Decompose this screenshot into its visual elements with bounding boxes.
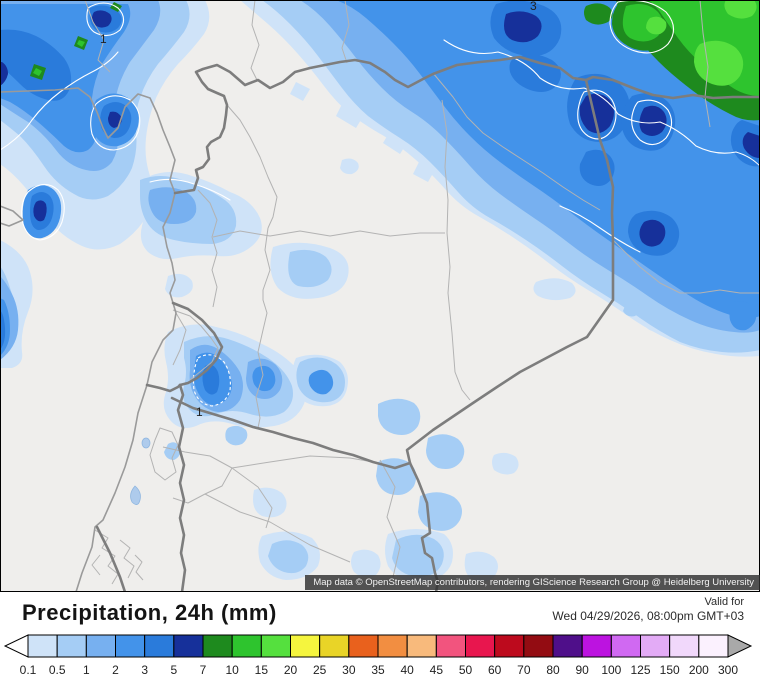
scale-arrow-left bbox=[3, 634, 29, 658]
color-scale: 0.1 0.5 1 2 3 5 7 10 15 20 25 30 35 40 45 50 60 70 80 90 100… bbox=[3, 634, 753, 677]
scale-tick-label: 0.5 bbox=[49, 663, 66, 677]
scale-tick-label: 100 bbox=[601, 663, 621, 677]
legend-panel: Precipitation, 24h (mm) Valid for Wed 04… bbox=[0, 592, 760, 688]
scale-tick-label: 50 bbox=[459, 663, 473, 677]
scale-cell bbox=[56, 634, 87, 658]
scale-cell bbox=[377, 634, 408, 658]
scale-tick-label: 25 bbox=[313, 663, 327, 677]
scale-tick-label: 15 bbox=[255, 663, 269, 677]
scale-tick-label: 60 bbox=[488, 663, 502, 677]
lake-galilee bbox=[141, 437, 151, 449]
scale-cell bbox=[640, 634, 671, 658]
scale-tick-label: 125 bbox=[630, 663, 650, 677]
scale-cell bbox=[27, 634, 58, 658]
scale-tick-label: 3 bbox=[141, 663, 148, 677]
admin-boundaries bbox=[84, 0, 760, 585]
scale-cell bbox=[348, 634, 379, 658]
precip-value-label: 1 bbox=[100, 32, 107, 46]
precipitation-map: 1 3 1 Map data © OpenStreetMap contribut… bbox=[0, 0, 760, 592]
scale-cell bbox=[494, 634, 525, 658]
scale-cell bbox=[260, 634, 292, 658]
scale-tick-label: 2 bbox=[112, 663, 119, 677]
precip-value-label: 3 bbox=[530, 0, 537, 13]
scale-cell bbox=[290, 634, 321, 658]
scale-cell bbox=[435, 634, 467, 658]
border-israel-lebanon bbox=[145, 383, 182, 393]
scale-tick-label: 200 bbox=[689, 663, 709, 677]
scale-tick-label: 150 bbox=[660, 663, 680, 677]
scale-cell bbox=[144, 634, 175, 658]
coastline bbox=[0, 87, 177, 592]
scale-tick-label: 80 bbox=[546, 663, 560, 677]
scale-arrow-right bbox=[727, 634, 753, 658]
scale-tick-label: 1 bbox=[83, 663, 90, 677]
scale-cell bbox=[173, 634, 204, 658]
scale-cell bbox=[581, 634, 612, 658]
scale-tick-label: 70 bbox=[517, 663, 531, 677]
scale-cell bbox=[465, 634, 496, 658]
precip-value-label: 1 bbox=[196, 405, 203, 419]
scale-cell bbox=[610, 634, 641, 658]
valid-time-block: Valid for Wed 04/29/2026, 08:00pm GMT+03 bbox=[552, 596, 744, 624]
country-borders bbox=[95, 55, 760, 592]
valid-datetime: Wed 04/29/2026, 08:00pm GMT+03 bbox=[552, 609, 744, 623]
scale-tick-label: 35 bbox=[371, 663, 385, 677]
scale-cell bbox=[406, 634, 437, 658]
border-egypt-israel bbox=[95, 525, 127, 592]
scale-tick-label: 0.1 bbox=[20, 663, 37, 677]
scale-cell bbox=[319, 634, 350, 658]
map-attribution: Map data © OpenStreetMap contributors, r… bbox=[305, 575, 760, 590]
scale-tick-label: 5 bbox=[170, 663, 177, 677]
map-canvas: 1 3 1 bbox=[0, 0, 760, 592]
scale-cell bbox=[552, 634, 583, 658]
scale-tick-label: 30 bbox=[342, 663, 356, 677]
scale-tick-label: 45 bbox=[430, 663, 444, 677]
border-israel-jordan bbox=[176, 383, 187, 592]
scale-cell bbox=[115, 634, 146, 658]
scale-cell bbox=[669, 634, 700, 658]
border-syria-jordan bbox=[170, 396, 412, 470]
map-labels: 1 3 1 bbox=[100, 0, 537, 419]
scale-tick-label: 20 bbox=[284, 663, 298, 677]
scale-cell bbox=[523, 634, 554, 658]
scale-tick-label: 300 bbox=[718, 663, 738, 677]
border-syria-iraq-saudi bbox=[405, 78, 615, 592]
legend-title: Precipitation, 24h (mm) bbox=[22, 600, 277, 625]
scale-cell bbox=[85, 634, 117, 658]
dead-sea bbox=[130, 485, 141, 505]
scale-tick-label: 90 bbox=[575, 663, 589, 677]
scale-tick-label: 7 bbox=[200, 663, 207, 677]
scale-cell bbox=[202, 634, 233, 658]
scale-cell bbox=[698, 634, 729, 658]
scale-tick-label: 40 bbox=[400, 663, 414, 677]
border-lebanon-syria bbox=[171, 301, 224, 387]
scale-cell bbox=[231, 634, 262, 658]
lakes bbox=[130, 437, 151, 505]
valid-for-label: Valid for bbox=[704, 596, 744, 608]
cyprus-coast bbox=[0, 205, 24, 227]
border-turkey-syria bbox=[173, 55, 760, 195]
scale-tick-label: 10 bbox=[225, 663, 239, 677]
